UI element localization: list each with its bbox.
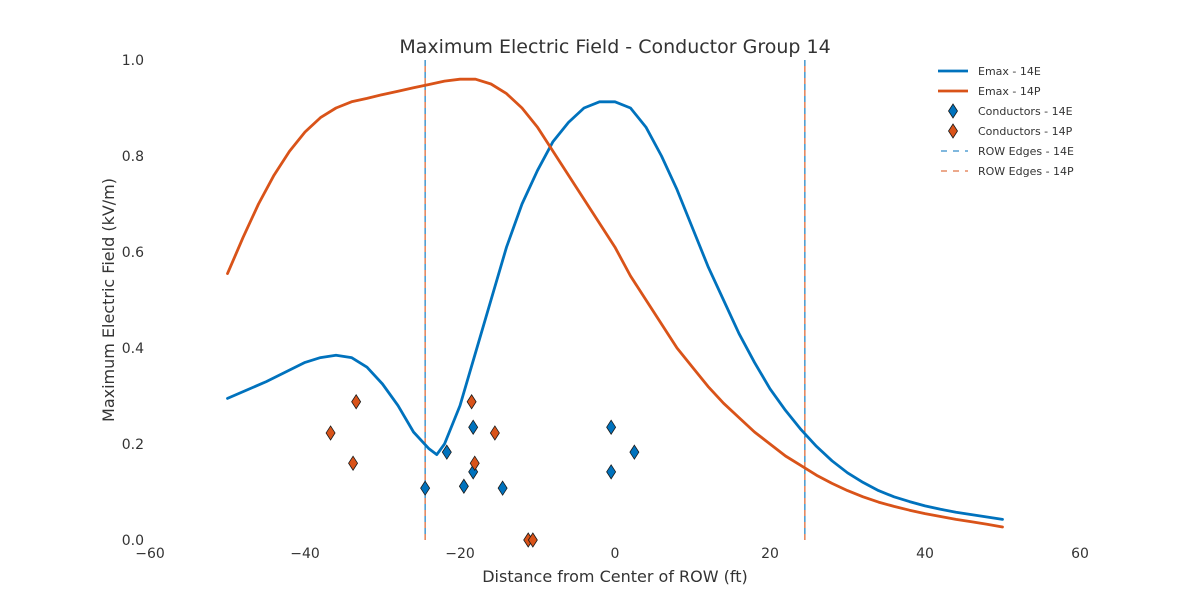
legend-label: ROW Edges - 14E: [978, 145, 1074, 158]
plot-area: [226, 60, 1004, 548]
y-tick-label: 0.8: [122, 149, 144, 165]
chart-title: Maximum Electric Field - Conductor Group…: [399, 36, 830, 58]
x-tick-label: 40: [916, 546, 934, 562]
conductor-marker-14p-5: [489, 425, 500, 441]
x-tick-label: 0: [611, 546, 620, 562]
series-line-emax-14p: [226, 77, 1004, 529]
y-tick-label: 0.0: [122, 533, 144, 549]
conductor-marker-14p-4: [469, 455, 480, 471]
x-tick-label: 60: [1071, 546, 1089, 562]
series-line-emax-14e: [226, 100, 1004, 521]
y-tick-label: 0.2: [122, 437, 144, 453]
legend-item: Conductors - 14E: [948, 103, 1073, 119]
y-tick-label: 1.0: [122, 53, 144, 69]
conductor-marker-14p-0: [325, 425, 336, 441]
conductor-marker-14e-6: [606, 419, 617, 435]
x-tick-label: −60: [135, 546, 165, 562]
x-axis-label: Distance from Center of ROW (ft): [482, 567, 748, 586]
conductor-marker-14p-2: [351, 394, 362, 410]
legend-item: Emax - 14P: [938, 85, 1041, 98]
x-tick-label: −20: [445, 546, 475, 562]
conductor-marker-14e-1: [441, 444, 452, 460]
y-axis-label: Maximum Electric Field (kV/m): [99, 178, 118, 422]
x-tick-label: −40: [290, 546, 320, 562]
legend-item: ROW Edges - 14P: [938, 165, 1074, 178]
legend-label: Emax - 14E: [978, 65, 1041, 78]
y-tick-label: 0.4: [122, 341, 144, 357]
conductor-marker-14e-7: [606, 464, 617, 480]
x-axis-ticks: −60 −40 −20 0 20 40 60: [135, 546, 1089, 562]
legend-item: Emax - 14E: [938, 65, 1041, 78]
conductor-marker-14e-0: [420, 480, 431, 496]
conductor-marker-14e-2: [458, 478, 469, 494]
conductor-marker-14e-3: [468, 419, 479, 435]
legend-label: Conductors - 14E: [978, 105, 1073, 118]
y-tick-label: 0.6: [122, 245, 144, 261]
conductor-marker-14p-1: [348, 455, 359, 471]
y-axis-ticks: 0.0 0.2 0.4 0.6 0.8 1.0: [122, 53, 144, 549]
x-tick-label: 20: [761, 546, 779, 562]
legend-diamond-swatch: [948, 103, 958, 119]
legend-label: Emax - 14P: [978, 85, 1041, 98]
legend-item: ROW Edges - 14E: [938, 145, 1074, 158]
conductor-marker-14e-5: [497, 480, 508, 496]
conductor-marker-14p-3: [466, 394, 477, 410]
legend-label: ROW Edges - 14P: [978, 165, 1074, 178]
legend: Emax - 14E Emax - 14P Conductors - 14E Cond…: [938, 65, 1074, 178]
legend-item: Conductors - 14P: [948, 123, 1073, 139]
legend-label: Conductors - 14P: [978, 125, 1073, 138]
conductor-marker-14p-7: [527, 532, 538, 548]
conductor-marker-14e-8: [629, 444, 640, 460]
legend-diamond-swatch: [948, 123, 958, 139]
